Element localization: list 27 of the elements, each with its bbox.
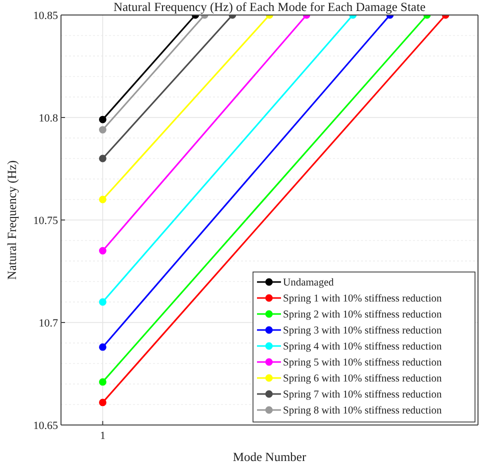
point xyxy=(99,298,106,306)
point xyxy=(99,398,106,406)
point xyxy=(99,116,106,124)
legend-label: Spring 3 with 10% stiffness reduction xyxy=(283,326,442,337)
x-axis-title: Mode Number xyxy=(232,450,307,464)
y-axis-title: Natural Frequency (Hz) xyxy=(5,160,19,280)
point xyxy=(99,196,106,204)
legend-label: Spring 8 with 10% stiffness reduction xyxy=(283,406,442,417)
point xyxy=(99,247,106,254)
legend-label: Spring 7 with 10% stiffness reduction xyxy=(283,390,442,401)
y-tick-label: 10.85 xyxy=(33,10,58,22)
point xyxy=(99,378,106,386)
legend-label: Spring 1 with 10% stiffness reduction xyxy=(283,294,442,305)
y-tick-label: 10.65 xyxy=(33,420,58,432)
legend-label: Spring 2 with 10% stiffness reduction xyxy=(283,310,442,321)
point xyxy=(99,343,106,351)
chart-title: Natural Frequency (Hz) of Each Mode for Each Damage State xyxy=(113,0,426,14)
legend-label: Spring 6 with 10% stiffness reduction xyxy=(283,374,442,385)
legend-label: Spring 5 with 10% stiffness reduction xyxy=(283,358,442,369)
legend-label: Undamaged xyxy=(283,278,334,289)
point xyxy=(99,126,106,134)
y-tick-label: 10.7 xyxy=(38,317,58,330)
x-tick-label: 1 xyxy=(100,430,106,442)
y-tick-label: 10.8 xyxy=(38,112,58,124)
legend-label: Spring 4 with 10% stiffness reduction xyxy=(283,342,442,353)
point xyxy=(99,154,106,162)
y-tick-label: 10.75 xyxy=(33,214,58,227)
